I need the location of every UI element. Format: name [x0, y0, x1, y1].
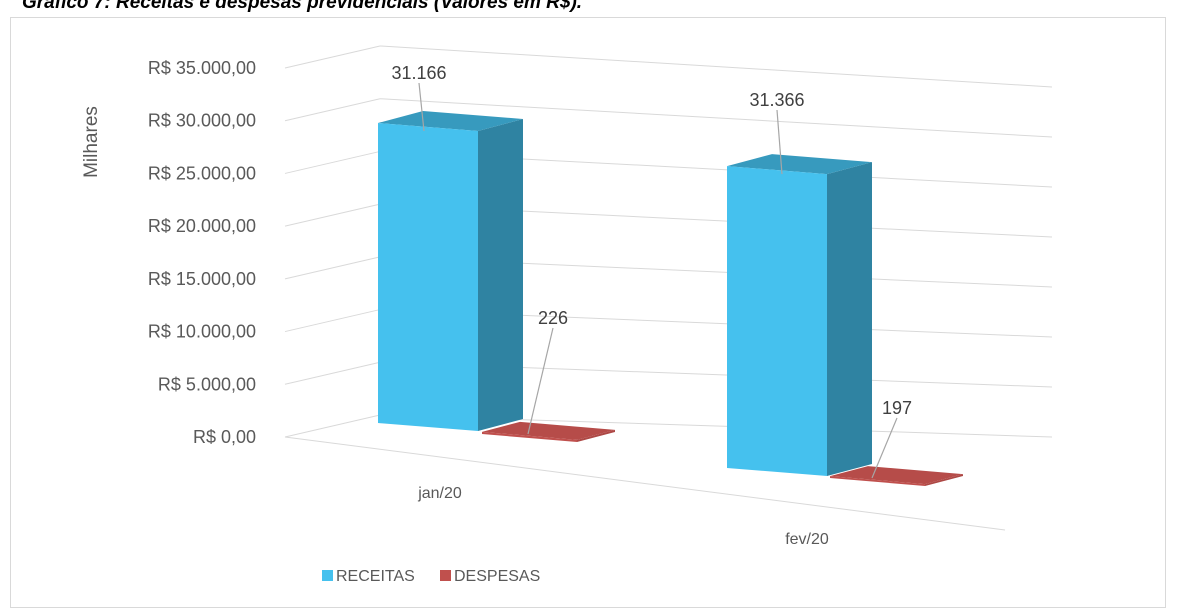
x-tick-label-0: jan/20: [417, 485, 462, 502]
gridline-6: [379, 98, 1053, 138]
legend-swatch-receitas: [322, 570, 333, 581]
gridline-left-7: [284, 45, 381, 69]
bar-side-despesas-0: [577, 429, 615, 442]
bar-side-receitas-0: [478, 119, 523, 431]
data-label-leader-despesas-0: [527, 327, 554, 435]
y-tick-label-7: R$ 35.000,00: [148, 58, 256, 78]
y-tick-label-0: R$ 0,00: [193, 427, 256, 447]
bar-side-receitas-1: [827, 162, 872, 476]
floor-front-edge: [284, 436, 1006, 531]
data-label-receitas-1: 31.366: [749, 90, 804, 110]
bar-side-despesas-1: [925, 474, 963, 486]
gridline-left-4: [284, 203, 381, 227]
gridline-left-1: [284, 361, 381, 385]
bar-top-despesas-0: [482, 421, 615, 440]
data-label-receitas-0: 31.166: [391, 63, 446, 83]
y-tick-label-6: R$ 30.000,00: [148, 111, 256, 131]
data-label-leader-receitas-0: [418, 82, 425, 132]
x-tick-label-1: fev/20: [785, 531, 829, 548]
gridline-left-6: [284, 98, 381, 122]
legend-label-receitas: RECEITAS: [336, 568, 415, 585]
y-tick-label-3: R$ 15.000,00: [148, 269, 256, 289]
bar-top-receitas-0: [378, 111, 523, 131]
y-tick-label-5: R$ 25.000,00: [148, 163, 256, 183]
gridline-left-2: [284, 309, 381, 333]
bar-receitas-1: [727, 166, 827, 476]
gridline-7: [379, 45, 1053, 88]
legend-swatch-despesas: [440, 570, 451, 581]
gridline-left-0: [284, 414, 381, 438]
bar-top-receitas-1: [727, 154, 872, 175]
y-tick-label-4: R$ 20.000,00: [148, 216, 256, 236]
data-label-despesas-1: 197: [882, 398, 912, 418]
gridline-left-5: [284, 150, 381, 174]
gridline-left-3: [284, 256, 381, 280]
data-label-despesas-0: 226: [538, 308, 568, 328]
data-label-leader-receitas-1: [776, 109, 783, 175]
y-tick-label-2: R$ 10.000,00: [148, 322, 256, 342]
y-tick-label-1: R$ 5.000,00: [158, 374, 256, 394]
y-axis-label: Milhares: [81, 106, 102, 178]
legend-label-despesas: DESPESAS: [454, 568, 540, 585]
bar-despesas-1: [830, 476, 925, 486]
bar-top-despesas-1: [830, 466, 963, 485]
bar-despesas-0: [482, 431, 577, 442]
bar-receitas-0: [378, 123, 478, 431]
chart-area: [10, 17, 1166, 608]
chart-caption: Gráfico 7: Receitas e despesas previdenc…: [22, 0, 583, 13]
data-label-leader-despesas-1: [871, 417, 898, 479]
